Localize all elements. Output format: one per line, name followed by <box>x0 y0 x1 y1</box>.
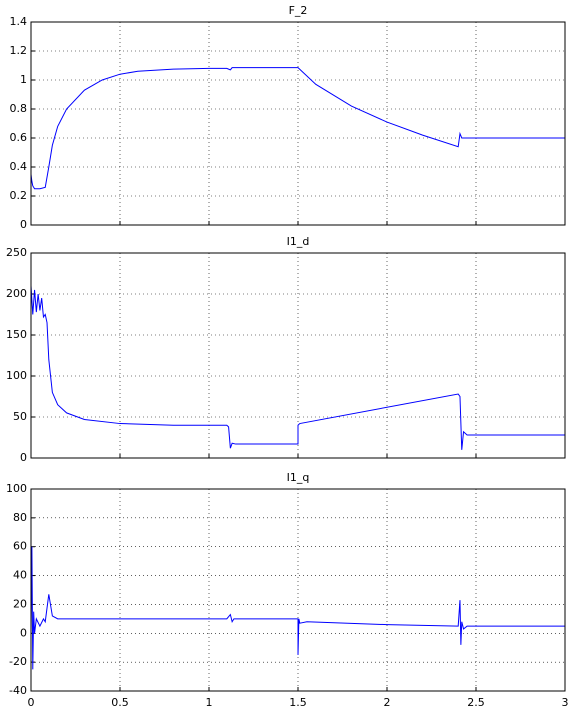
x-tick-label: 1.5 <box>289 696 307 709</box>
chart-title: F_2 <box>289 4 308 17</box>
y-tick-label: 0 <box>20 451 27 464</box>
x-tick-label: 3 <box>562 696 569 709</box>
y-tick-label: -20 <box>9 655 27 668</box>
y-tick-label: 250 <box>6 246 27 259</box>
y-tick-label: 0.8 <box>10 102 28 115</box>
chart-title: I1_q <box>287 471 310 484</box>
plot-frame <box>30 488 566 692</box>
x-tick-label: 0 <box>28 696 35 709</box>
y-tick-label: 1.4 <box>10 15 28 28</box>
plot-area <box>30 21 566 226</box>
chart-title: I1_d <box>287 235 310 248</box>
y-tick-label: 60 <box>13 540 27 553</box>
plot-frame <box>30 252 566 459</box>
y-tick-label: -40 <box>9 684 27 697</box>
x-tick-label: 0.5 <box>111 696 129 709</box>
y-tick-label: 0.2 <box>10 189 28 202</box>
y-tick-label: 200 <box>6 287 27 300</box>
y-tick-label: 0.4 <box>10 160 28 173</box>
y-tick-label: 0 <box>20 626 27 639</box>
y-tick-label: 1 <box>20 73 27 86</box>
plot-frame <box>30 21 566 226</box>
x-tick-label: 1 <box>206 696 213 709</box>
x-tick-label: 2.5 <box>467 696 485 709</box>
y-tick-label: 150 <box>6 328 27 341</box>
y-tick-label: 100 <box>6 482 27 495</box>
y-tick-label: 50 <box>13 410 27 423</box>
y-tick-label: 20 <box>13 597 27 610</box>
y-tick-label: 0.6 <box>10 131 28 144</box>
y-tick-label: 80 <box>13 511 27 524</box>
x-tick-label: 2 <box>384 696 391 709</box>
y-tick-label: 0 <box>20 218 27 231</box>
y-tick-label: 40 <box>13 569 27 582</box>
data-line <box>30 546 565 670</box>
y-tick-label: 1.2 <box>10 44 28 57</box>
data-line <box>30 285 565 450</box>
y-tick-label: 100 <box>6 369 27 382</box>
data-line <box>30 67 565 190</box>
